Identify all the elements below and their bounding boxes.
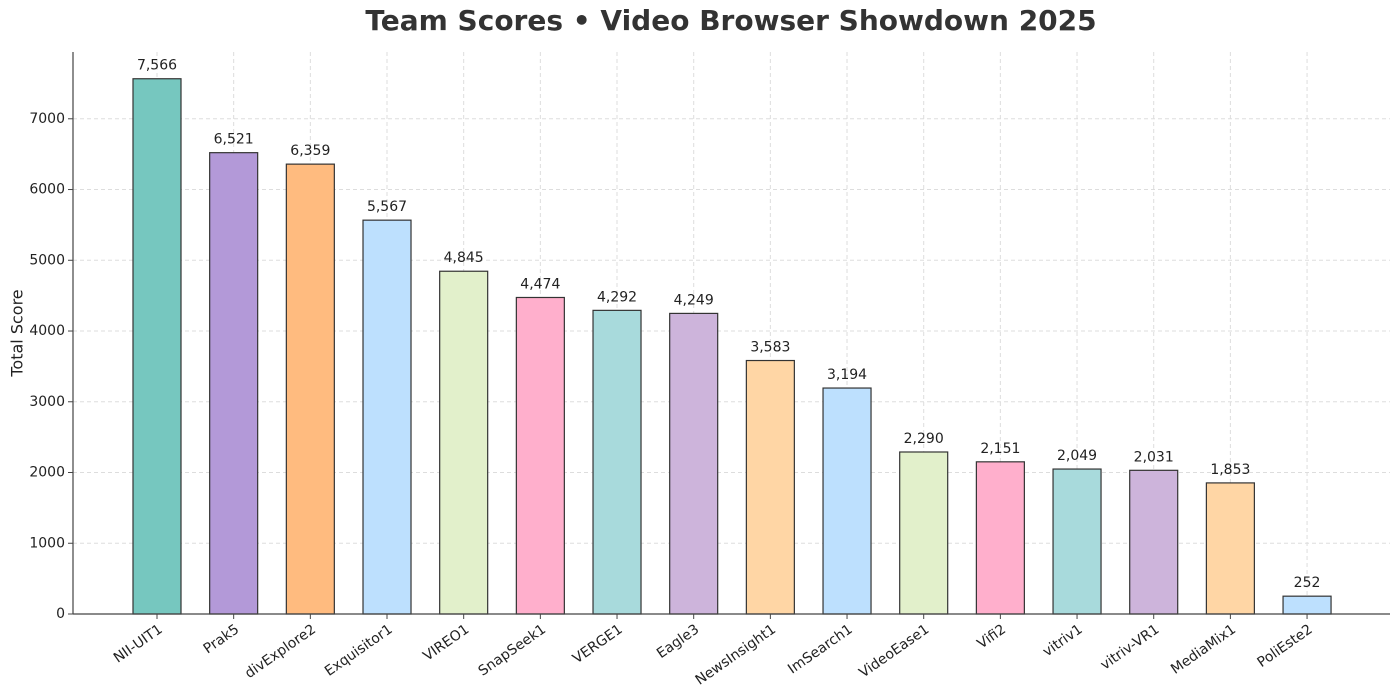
bar (209, 152, 259, 615)
value-label: 2,151 (980, 441, 1020, 457)
y-axis-label: Total Score (8, 289, 27, 377)
x-tick-label: VIREO1 (420, 621, 472, 664)
value-label: 4,292 (597, 289, 637, 305)
bar (822, 387, 872, 615)
bar (515, 296, 565, 615)
bar (1282, 595, 1332, 615)
x-tick-label: ImSearch1 (785, 621, 855, 677)
value-label: 5,567 (367, 199, 407, 215)
y-tick-label: 3000 (29, 394, 65, 410)
x-tick-label: VERGE1 (570, 621, 626, 667)
value-label: 2,290 (904, 431, 944, 447)
value-label: 4,249 (674, 292, 714, 308)
x-tick-label: VideoEase1 (856, 621, 932, 681)
value-label: 2,049 (1057, 448, 1097, 464)
bar (1129, 469, 1179, 615)
x-tick-label: SnapSeek1 (476, 621, 549, 679)
value-label: 3,194 (827, 367, 867, 383)
value-label: 4,845 (444, 250, 484, 266)
y-tick-label: 0 (56, 606, 65, 622)
bar (1205, 482, 1255, 615)
x-tick-label: vitriv1 (1040, 621, 1086, 660)
value-label: 6,521 (214, 132, 254, 148)
value-label: 252 (1294, 575, 1321, 591)
bar (899, 451, 949, 615)
x-tick-label: divExplore2 (242, 621, 319, 681)
bar (362, 219, 412, 615)
value-label: 2,031 (1134, 449, 1174, 465)
y-tick-label: 2000 (29, 465, 65, 481)
bar (669, 312, 719, 615)
y-tick-label: 7000 (29, 111, 65, 127)
y-tick-label: 6000 (29, 182, 65, 198)
y-tick-label: 1000 (29, 535, 65, 551)
x-tick-label: Prak5 (201, 621, 243, 657)
x-tick-label: NII-UIT1 (111, 621, 166, 666)
x-tick-label: Exquisitor1 (322, 621, 396, 679)
x-tick-label: NewsInsight1 (693, 621, 779, 688)
bar (285, 163, 335, 615)
value-label: 6,359 (290, 143, 330, 159)
chart-title: Team Scores • Video Browser Showdown 202… (365, 4, 1096, 37)
value-label: 3,583 (750, 340, 790, 356)
x-tick-label: Eagle3 (654, 621, 702, 661)
bar (745, 359, 795, 615)
x-tick-label: PoliEste2 (1254, 621, 1315, 670)
bar (975, 461, 1025, 615)
x-tick-label: vitriv-VR1 (1098, 621, 1163, 673)
bar (1052, 468, 1102, 615)
value-label: 1,853 (1210, 462, 1250, 478)
y-tick-label: 4000 (29, 323, 65, 339)
bar (439, 270, 489, 615)
value-label: 4,474 (520, 276, 560, 292)
value-label: 7,566 (137, 58, 177, 74)
y-tick-label: 5000 (29, 252, 65, 268)
bar (132, 78, 182, 615)
x-tick-label: Vifi2 (974, 621, 1008, 652)
bar (592, 309, 642, 615)
x-tick-label: MediaMix1 (1168, 621, 1239, 677)
